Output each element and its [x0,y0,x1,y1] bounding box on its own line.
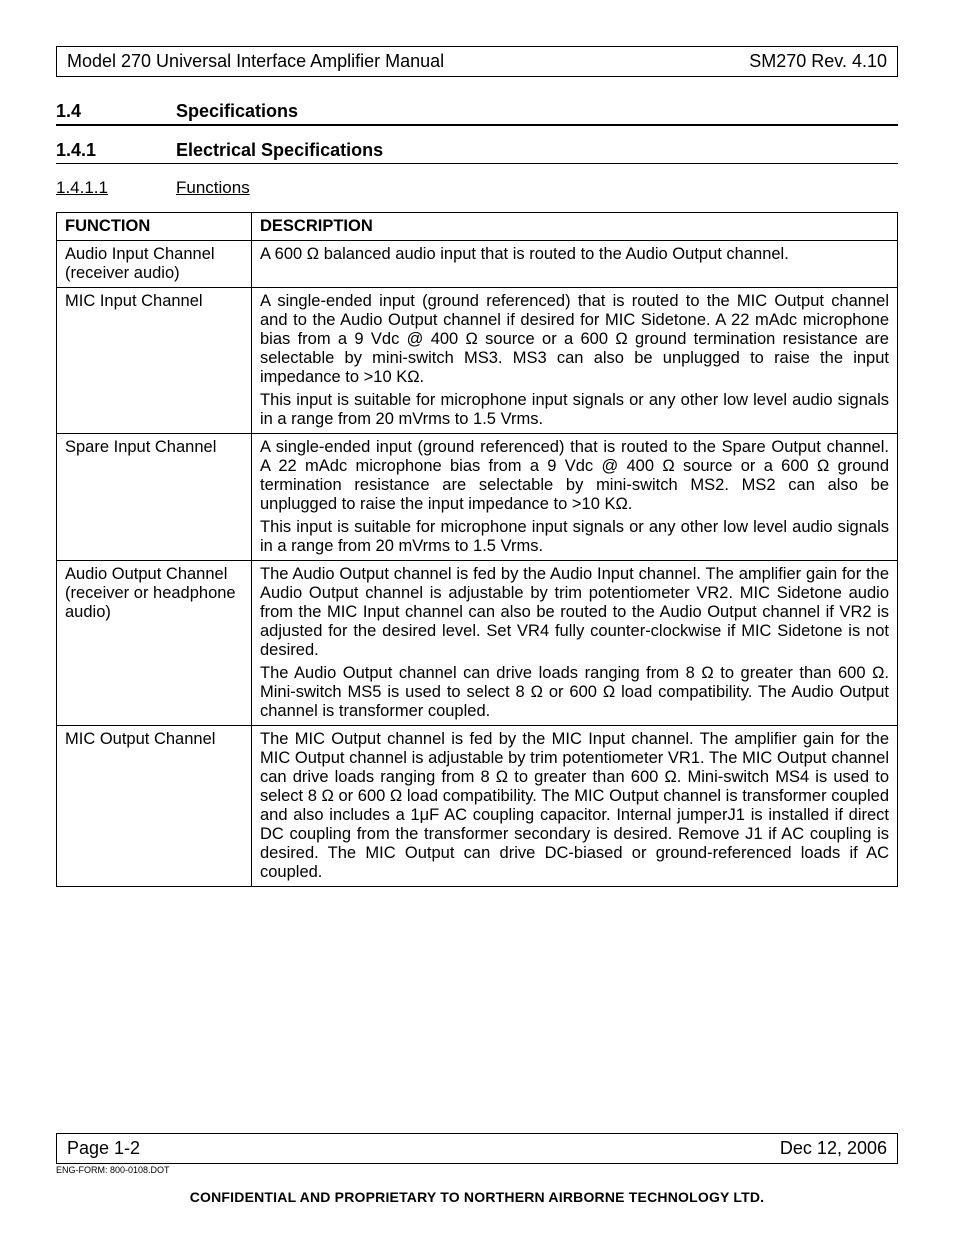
cell-function: Audio Output Channel(receiver or headpho… [57,561,252,726]
description-paragraph: A single-ended input (ground referenced)… [260,292,889,387]
cell-function: MIC Input Channel [57,288,252,434]
heading-text: Electrical Specifications [176,140,383,161]
description-paragraph: A 600 Ω balanced audio input that is rou… [260,245,889,264]
header-title-right: SM270 Rev. 4.10 [749,51,887,72]
cell-function: Audio Input Channel(receiver audio) [57,241,252,288]
table-row: Spare Input ChannelA single-ended input … [57,434,898,561]
page-header: Model 270 Universal Interface Amplifier … [56,46,898,77]
table-row: Audio Input Channel(receiver audio) A 600… [57,241,898,288]
page-footer: Page 1-2 Dec 12, 2006 ENG-FORM: 800-0108… [56,1133,898,1205]
cell-function: MIC Output Channel [57,726,252,887]
heading-number: 1.4.1 [56,140,176,161]
footer-page-number: Page 1-2 [67,1138,140,1159]
description-paragraph: This input is suitable for microphone in… [260,518,889,556]
cell-description: A single-ended input (ground referenced)… [252,434,898,561]
heading-text: Functions [176,178,250,198]
section-heading-1-4-1: 1.4.1 Electrical Specifications [56,140,898,164]
footer-confidential: CONFIDENTIAL AND PROPRIETARY TO NORTHERN… [56,1189,898,1205]
cell-description: The Audio Output channel is fed by the A… [252,561,898,726]
table-row: MIC Output ChannelThe MIC Output channel… [57,726,898,887]
description-paragraph: A single-ended input (ground referenced)… [260,438,889,514]
header-title-left: Model 270 Universal Interface Amplifier … [67,51,444,72]
col-header-function: FUNCTION [57,213,252,241]
cell-function: Spare Input Channel [57,434,252,561]
document-page: Model 270 Universal Interface Amplifier … [0,0,954,1235]
heading-text: Specifications [176,101,298,122]
footer-eng-form: ENG-FORM: 800-0108.DOT [56,1165,898,1175]
section-heading-1-4: 1.4 Specifications [56,101,898,126]
description-paragraph: The MIC Output channel is fed by the MIC… [260,730,889,882]
cell-description: A single-ended input (ground referenced)… [252,288,898,434]
heading-number: 1.4 [56,101,176,122]
heading-number: 1.4.1.1 [56,178,176,198]
cell-description: A 600 Ω balanced audio input that is rou… [252,241,898,288]
description-paragraph: The Audio Output channel can drive loads… [260,664,889,721]
section-heading-1-4-1-1: 1.4.1.1 Functions [56,178,898,198]
cell-description: The MIC Output channel is fed by the MIC… [252,726,898,887]
col-header-description: DESCRIPTION [252,213,898,241]
description-paragraph: The Audio Output channel is fed by the A… [260,565,889,660]
table-header-row: FUNCTION DESCRIPTION [57,213,898,241]
table-row: MIC Input ChannelA single-ended input (g… [57,288,898,434]
footer-box: Page 1-2 Dec 12, 2006 [56,1133,898,1164]
functions-table: FUNCTION DESCRIPTION Audio Input Channel… [56,212,898,887]
footer-date: Dec 12, 2006 [780,1138,887,1159]
table-row: Audio Output Channel(receiver or headpho… [57,561,898,726]
description-paragraph: This input is suitable for microphone in… [260,391,889,429]
